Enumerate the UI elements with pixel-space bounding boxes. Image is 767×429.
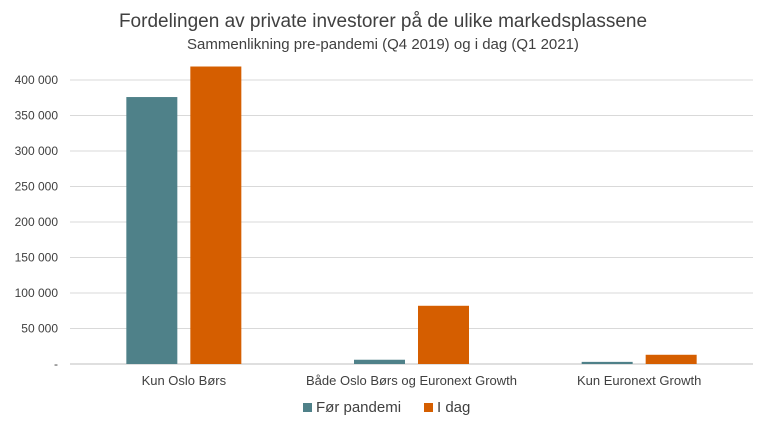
x-category-label: Kun Euronext Growth [577,373,701,388]
legend-swatch [424,403,433,412]
legend-label: I dag [437,399,470,416]
y-tick-label: 50 000 [21,322,58,336]
bar-for-pandemi-1 [354,359,405,364]
x-category-label: Både Oslo Børs og Euronext Growth [306,373,517,388]
x-axis-categories: Kun Oslo Børs Både Oslo Børs og Euronext … [142,373,702,388]
y-tick-label: 400 000 [15,73,59,87]
y-tick-label: 150 000 [15,251,59,265]
chart-title: Fordelingen av private investorer på de … [119,11,647,32]
x-category-label: Kun Oslo Børs [142,373,227,388]
gridlines [70,79,753,365]
bar-for-pandemi-2 [581,361,633,364]
bar-for-pandemi-0 [126,97,178,364]
y-tick-label: - [54,357,58,371]
y-tick-label: 300 000 [15,144,59,158]
y-tick-label: 100 000 [15,286,59,300]
bar-i-dag-1 [418,305,469,364]
legend: Før pandemi I dag [303,399,470,416]
legend-swatch [303,403,312,412]
y-tick-label: 250 000 [15,180,59,194]
chart-subtitle: Sammenlikning pre-pandemi (Q4 2019) og i… [187,36,579,53]
y-tick-label: 200 000 [15,215,59,229]
legend-label: Før pandemi [316,399,401,416]
bars [126,66,697,364]
bar-i-dag-2 [645,354,697,364]
y-tick-label: 350 000 [15,109,59,123]
bar-i-dag-0 [190,66,242,364]
y-axis-ticks: - 50 000 100 000 150 000 200 000 250 000 300 0… [15,73,59,371]
